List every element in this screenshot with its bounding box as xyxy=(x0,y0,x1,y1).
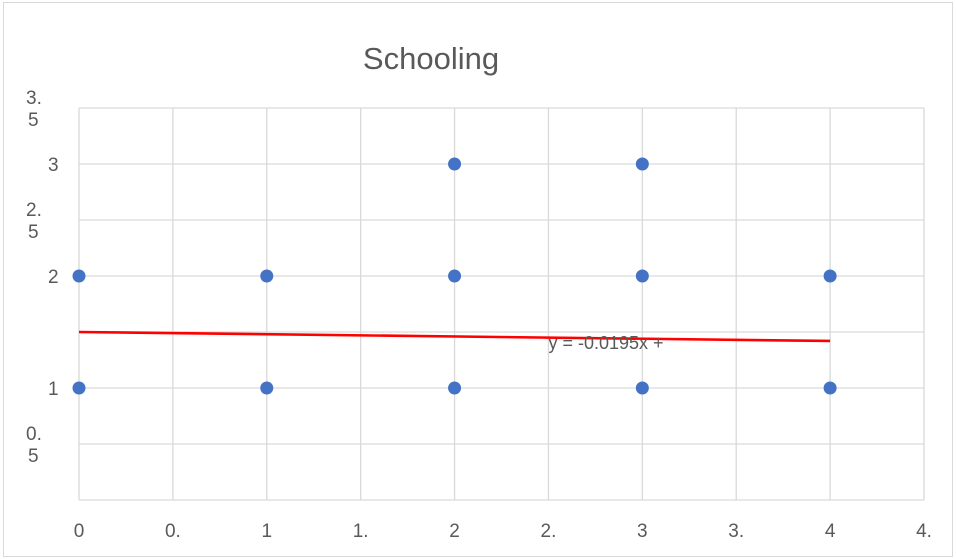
gridlines xyxy=(78,107,925,501)
data-point xyxy=(448,381,462,395)
data-point xyxy=(635,269,649,283)
data-point xyxy=(72,381,86,395)
x-tick-label: 3 xyxy=(637,521,648,542)
data-point xyxy=(260,381,274,395)
chart-title: Schooling xyxy=(363,41,499,76)
trendline xyxy=(78,330,831,343)
data-point xyxy=(635,381,649,395)
x-tick-label: 4 xyxy=(825,521,836,542)
x-tick-label: 2 xyxy=(449,521,460,542)
data-point xyxy=(260,269,274,283)
trendline-equation: y = -0.0195x + xyxy=(548,333,663,353)
schooling-scatter-chart: 0 0. 1 1. 2 2. 3 3. 4 4. 0. 5 1 2 2. 5 3 3. 5 Schooling y… xyxy=(26,41,932,542)
x-tick-label: 1 xyxy=(261,521,272,542)
x-tick-label: 3. xyxy=(728,521,744,542)
data-points xyxy=(72,157,837,395)
x-axis-ticks: 0 0. 1 1. 2 2. 3 3. 4 4. xyxy=(74,521,932,542)
x-tick-label: 2. xyxy=(541,521,557,542)
data-point xyxy=(823,269,837,283)
y-axis-ticks: 0. 5 1 2 2. 5 3 3. 5 xyxy=(26,88,59,467)
data-point xyxy=(448,269,462,283)
data-point xyxy=(72,269,86,283)
x-tick-label: 1. xyxy=(353,521,369,542)
y-tick-label: 1 xyxy=(48,379,59,400)
x-tick-label: 0 xyxy=(74,521,85,542)
y-tick-label: 3. 5 xyxy=(26,88,42,131)
y-tick-label: 2. 5 xyxy=(26,200,42,243)
data-point xyxy=(448,157,462,171)
x-tick-label: 4. xyxy=(916,521,932,542)
y-tick-label: 0. 5 xyxy=(26,424,42,467)
chart-frame: 0 0. 1 1. 2 2. 3 3. 4 4. 0. 5 1 2 2. 5 3 3. 5 Schooling y… xyxy=(3,2,953,557)
x-tick-label: 0. xyxy=(165,521,181,542)
y-tick-label: 2 xyxy=(48,267,59,288)
data-point xyxy=(823,381,837,395)
data-point xyxy=(635,157,649,171)
y-tick-label: 3 xyxy=(48,155,59,176)
trendline-group xyxy=(78,330,831,343)
